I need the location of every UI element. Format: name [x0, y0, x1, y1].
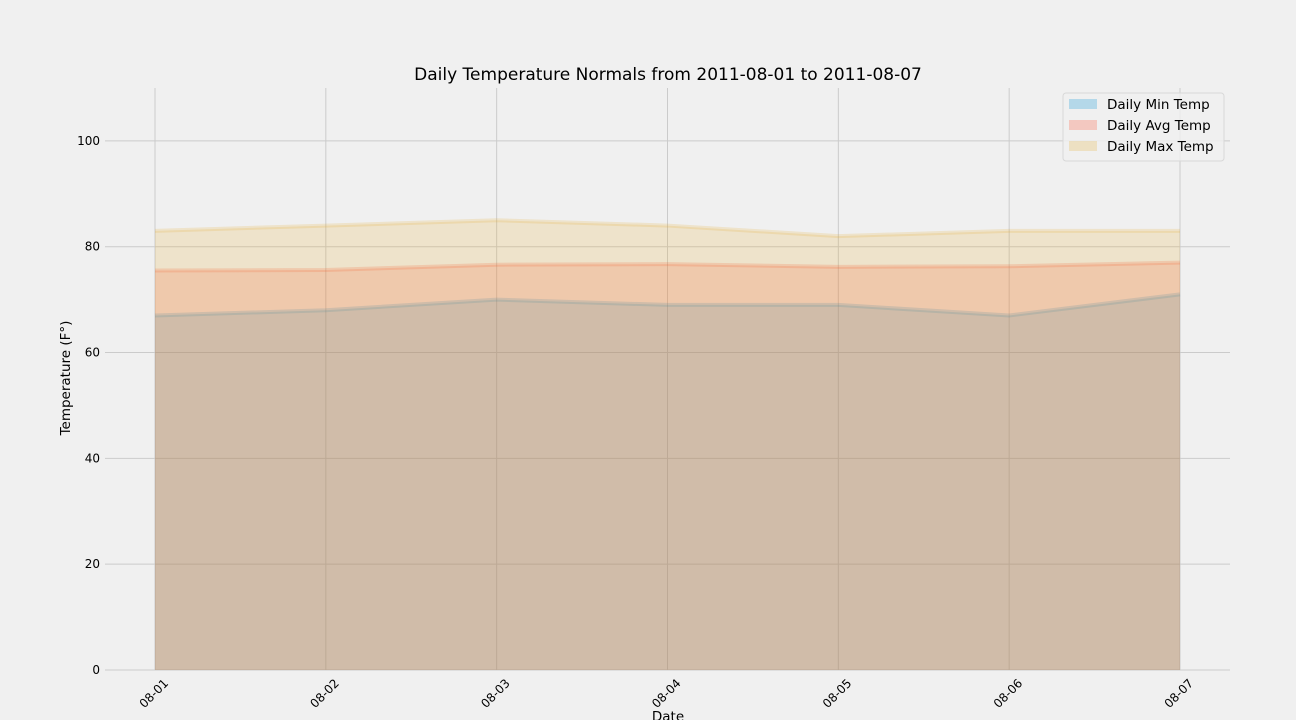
daily-max-temp-line [154, 218, 1180, 239]
grid [105, 88, 1230, 671]
plot-areas [154, 218, 1181, 671]
y-tick-label: 80 [85, 240, 100, 254]
x-tick-label: 08-01 [137, 676, 172, 711]
x-tick-label: 08-05 [820, 676, 855, 711]
x-tick-label: 08-02 [307, 676, 342, 711]
x-tick-label: 08-07 [1162, 676, 1197, 711]
y-tick-label: 20 [85, 557, 100, 571]
legend: Daily Min Temp Daily Avg Temp Daily Max Te… [1062, 92, 1225, 162]
daily-max-temp-area [155, 220, 1180, 671]
x-tick-label: 08-03 [478, 676, 513, 711]
y-tick-label: 40 [85, 451, 100, 465]
daily-avg-temp-line [154, 260, 1181, 273]
y-tick-label: 60 [85, 346, 100, 360]
daily-max-temp-legend-swatch [1069, 141, 1097, 151]
daily-min-temp-legend-label: Daily Min Temp [1107, 97, 1210, 113]
y-tick-label: 100 [77, 134, 100, 148]
daily-min-temp-line [154, 292, 1181, 318]
daily-avg-temp-legend-swatch [1069, 120, 1097, 130]
legend-box [1062, 92, 1225, 162]
daily-min-temp-legend-swatch [1069, 99, 1097, 109]
x-axis-label: Date [652, 709, 684, 720]
x-tick-label: 08-04 [649, 676, 684, 711]
y-tick-label: 0 [92, 663, 100, 677]
y-axis-label: Temperature (F°) [58, 321, 74, 437]
daily-min-temp-area [155, 294, 1180, 670]
daily-max-temp-legend-label: Daily Max Temp [1107, 139, 1214, 155]
daily-avg-temp-legend-label: Daily Avg Temp [1107, 118, 1211, 134]
daily-avg-temp-area [155, 262, 1180, 670]
chart-title: Daily Temperature Normals from 2011-08-0… [414, 65, 922, 85]
x-tick-label: 08-06 [991, 676, 1026, 711]
